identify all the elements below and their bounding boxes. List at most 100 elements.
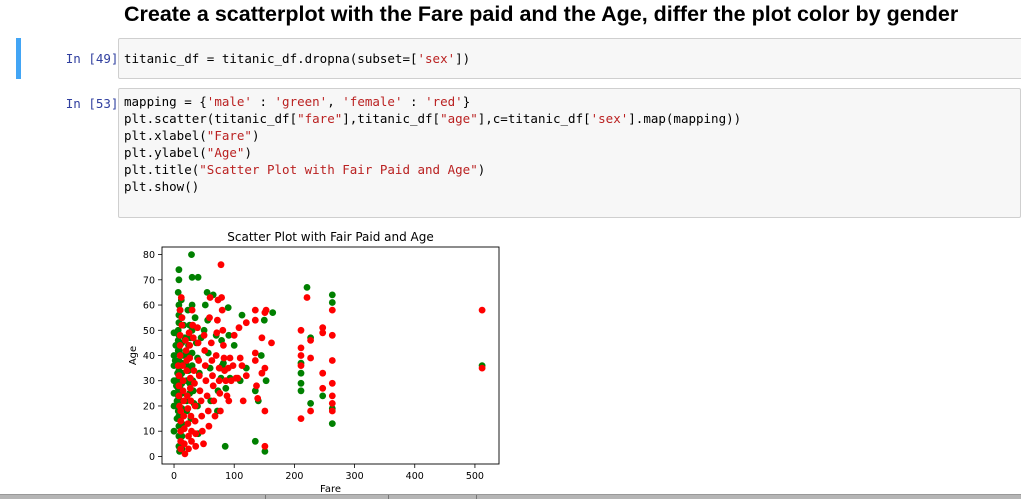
code-string: 'red' — [425, 94, 463, 109]
scatter-point-red — [175, 382, 183, 390]
scatter-point-red — [198, 427, 206, 435]
scatter-point-red — [185, 329, 193, 337]
scatter-point-red — [185, 445, 192, 453]
code-string: 'sex' — [590, 111, 629, 126]
scatter-point-red — [201, 362, 209, 369]
scatter-point-red — [176, 352, 184, 359]
scatter-point-green — [203, 289, 211, 296]
y-tick-label: 10 — [143, 427, 155, 438]
scatter-point-green — [269, 309, 277, 316]
scatter-point-red — [202, 377, 210, 385]
scatter-point-green — [257, 352, 265, 359]
code-input[interactable]: titanic_df = titanic_df.dropna(subset=['… — [118, 38, 1021, 79]
scatter-point-red — [307, 354, 314, 362]
scatter-point-red — [194, 324, 201, 332]
y-tick-label: 40 — [143, 351, 155, 362]
scatter-point-red — [181, 450, 189, 458]
scatter-point-red — [328, 379, 336, 387]
x-axis-label: Fare — [320, 484, 341, 495]
scatter-point-red — [328, 400, 336, 407]
code-line: plt.title("Scatter Plot with Fair Paid a… — [124, 161, 1015, 178]
markdown-heading: Create a scatterplot with the Fare paid … — [124, 2, 959, 26]
scatter-point-red — [190, 367, 198, 374]
horizontal-scrollbar[interactable] — [0, 494, 1021, 499]
scatter-point-red — [262, 306, 270, 314]
plot-frame — [161, 246, 500, 465]
scatter-point-red — [478, 306, 486, 314]
code-string: "Age" — [206, 145, 245, 160]
y-tick-label: 20 — [143, 401, 155, 412]
code-line: titanic_df = titanic_df.dropna(subset=['… — [124, 50, 1020, 67]
scatter-point-green — [224, 304, 232, 311]
code-input[interactable]: mapping = {'male' : 'green', 'female' : … — [118, 88, 1021, 218]
code-token: ]) — [455, 51, 471, 66]
scatter-point-red — [186, 342, 194, 349]
scatter-point-green — [328, 420, 336, 427]
code-token: : — [251, 94, 275, 109]
scatter-point-red — [268, 339, 275, 347]
code-line: plt.show() — [124, 178, 1015, 195]
scatter-point-red — [179, 377, 187, 385]
scatter-point-green — [188, 301, 196, 309]
code-line: plt.xlabel("Fare") — [124, 127, 1015, 144]
scatter-point-red — [177, 417, 185, 425]
scatter-point-red — [214, 316, 221, 324]
code-token: ].map(mapping)) — [628, 111, 742, 126]
code-token: plt.ylabel( — [124, 145, 207, 160]
scatter-point-red — [251, 316, 259, 324]
scatter-point-red — [196, 387, 204, 395]
scatter-point-red — [215, 364, 223, 372]
code-string: "age" — [440, 111, 478, 126]
scatter-point-green — [188, 273, 196, 281]
scatter-point-green — [221, 442, 229, 450]
y-tick-label: 80 — [143, 250, 155, 261]
scatter-point-red — [197, 397, 205, 405]
scatter-point-red — [297, 362, 305, 369]
scatter-point-red — [200, 331, 208, 339]
scatter-point-red — [319, 329, 327, 337]
scatter-point-red — [185, 432, 192, 440]
scatter-point-green — [297, 379, 305, 387]
scatter-point-red — [201, 347, 209, 354]
scatter-point-red — [254, 395, 262, 402]
scatter-point-red — [198, 412, 206, 420]
scatter-point-red — [180, 397, 188, 405]
scatter-point-red — [209, 372, 216, 380]
scatter-point-green — [262, 377, 270, 385]
scatter-point-green — [220, 359, 227, 367]
scatter-point-red — [187, 397, 195, 405]
code-cell-53[interactable]: In [53]: mapping = {'male' : 'green', 'f… — [16, 88, 1021, 218]
code-token: ],c=titanic_df[ — [477, 111, 591, 126]
code-token: ],titanic_df[ — [342, 111, 441, 126]
scatter-point-red — [261, 407, 269, 415]
code-token: , — [327, 94, 343, 109]
scatter-point-red — [180, 425, 188, 433]
scatter-point-red — [182, 337, 189, 344]
code-token: mapping = { — [124, 94, 207, 109]
scatter-point-green — [175, 276, 183, 284]
scatter-point-red — [216, 389, 224, 397]
x-tick-label: 400 — [406, 471, 424, 482]
scatter-point-red — [183, 392, 191, 400]
scatter-point-red — [194, 339, 202, 347]
scrollbar-divider — [476, 495, 477, 499]
scatter-point-red — [184, 420, 192, 427]
y-tick-label: 30 — [143, 376, 155, 387]
scatter-point-red — [242, 319, 250, 327]
scatter-point-green — [328, 291, 336, 299]
scatter-point-red — [230, 331, 238, 339]
scatter-point-red — [188, 306, 196, 314]
scatter-point-green — [201, 301, 209, 309]
scatter-point-red — [192, 430, 200, 438]
scatter-point-green — [251, 437, 259, 445]
scatter-point-red — [177, 445, 185, 453]
scatter-point-red — [251, 349, 259, 357]
code-cell-49[interactable]: In [49]: titanic_df = titanic_df.dropna(… — [16, 38, 1021, 79]
scrollbar-divider — [265, 495, 266, 499]
code-token: plt.xlabel( — [124, 128, 207, 143]
scatter-point-red — [219, 326, 227, 334]
code-token: plt.title( — [124, 162, 200, 177]
code-token: } — [462, 94, 471, 109]
code-string: 'green' — [274, 94, 328, 109]
scatter-point-red — [175, 392, 183, 400]
